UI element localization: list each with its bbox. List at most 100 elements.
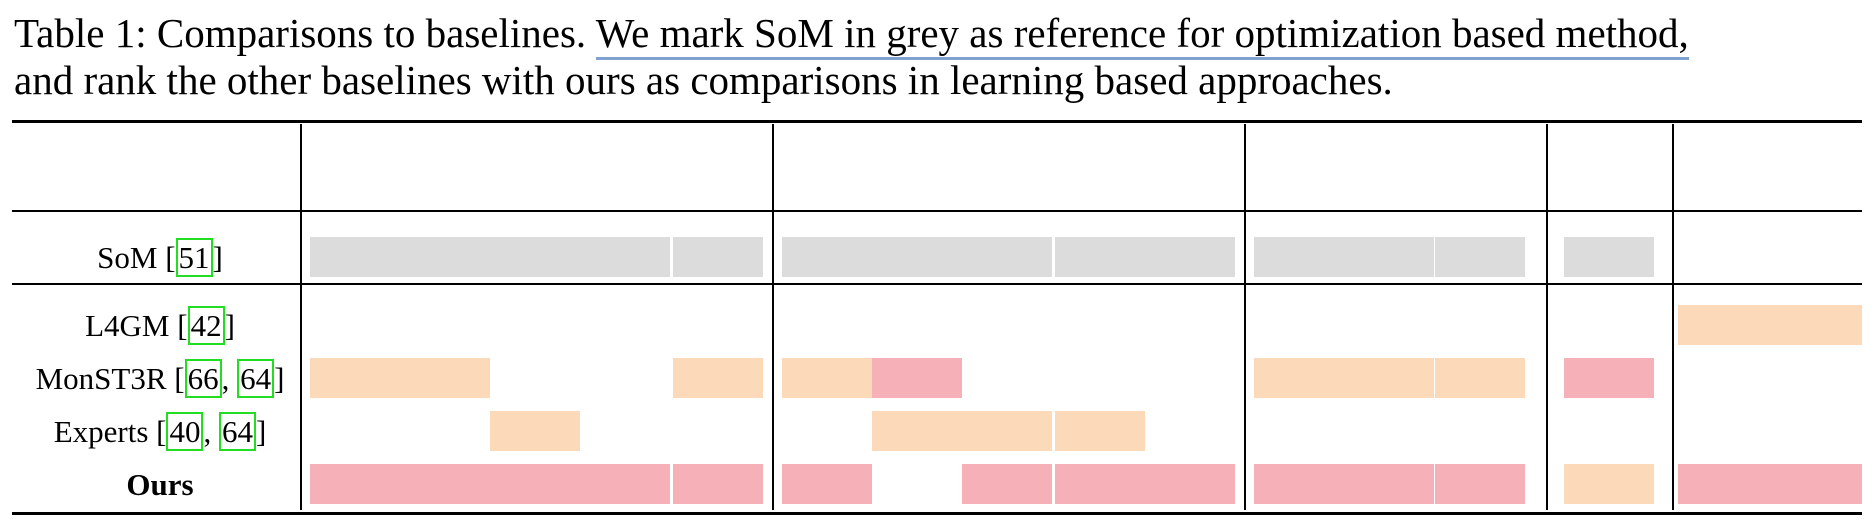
lpips-std: [872, 283, 962, 303]
top-rule: [12, 120, 1862, 123]
rmse-std: [1435, 389, 1525, 409]
method-name: MonST3R [66, 64]: [35, 359, 285, 398]
method-label: Experts: [53, 414, 149, 449]
method-label: MonST3R: [35, 361, 167, 396]
method-label: L4GM: [85, 308, 170, 343]
caption-line-1: Table 1: Comparisons to baselines. We ma…: [14, 10, 1869, 60]
column-separator: [300, 124, 302, 210]
psnr-std: [400, 389, 490, 409]
rmse-std: [1344, 442, 1434, 462]
group-rule: [12, 283, 1862, 285]
psnr-value: [400, 237, 490, 277]
lpips-value: [1145, 358, 1235, 398]
header-rule: [12, 210, 1862, 212]
psnr-std: [310, 442, 400, 462]
rmse-std: [1254, 442, 1344, 462]
lpips-std: [782, 442, 872, 462]
lpips-std: [962, 442, 1052, 462]
column-separator: [772, 212, 774, 283]
method-label: SoM: [97, 240, 158, 275]
psnr-value: [400, 464, 490, 504]
rmse-std: [1344, 283, 1434, 303]
psnr-std: [580, 389, 670, 409]
rmse-std: [1435, 283, 1525, 303]
psnr-std: [490, 283, 580, 303]
column-separator: [1244, 285, 1246, 510]
deg-value: [1564, 464, 1654, 504]
column-separator: [1244, 212, 1246, 283]
lpips-value: [962, 411, 1052, 451]
citation-link[interactable]: 66: [184, 359, 222, 398]
lpips-std: [782, 336, 872, 356]
lpips-value: [962, 237, 1052, 277]
lpips-std: [1055, 215, 1145, 235]
recon-time: [1678, 237, 1862, 277]
psnr-value: [490, 411, 580, 451]
rmse-std: [1254, 215, 1344, 235]
rmse-value: [1254, 237, 1344, 277]
recon-time: [1678, 305, 1862, 345]
psnr-value: [580, 237, 670, 277]
deg-std: [1564, 336, 1654, 356]
lpips-value: [962, 464, 1052, 504]
column-separator: [1546, 212, 1548, 283]
psnr-std: [310, 283, 400, 303]
lpips-value: [872, 237, 962, 277]
lpips-std: [782, 389, 872, 409]
column-separator: [1546, 285, 1548, 510]
rmse-std: [1344, 389, 1434, 409]
rmse-value: [1344, 464, 1434, 504]
psnr-std: [310, 215, 400, 235]
recon-time: [1678, 411, 1862, 451]
rmse-value: [1435, 464, 1525, 504]
rmse-value: [1435, 358, 1525, 398]
table-caption: Table 1: Comparisons to baselines. We ma…: [14, 10, 1869, 104]
lpips-value: [1145, 411, 1235, 451]
lpips-std: [782, 283, 872, 303]
caption-highlight: We mark SoM in grey as reference for opt…: [595, 10, 1689, 60]
column-separator: [300, 285, 302, 510]
psnr-value: [673, 305, 763, 345]
psnr-value: [673, 464, 763, 504]
psnr-std: [310, 336, 400, 356]
recon-time: [1678, 464, 1862, 504]
column-separator: [1672, 212, 1674, 283]
psnr-std: [580, 215, 670, 235]
citation-link[interactable]: 42: [187, 306, 225, 345]
citation-link[interactable]: 64: [237, 359, 275, 398]
deg-value: [1564, 358, 1654, 398]
citation-link[interactable]: 40: [166, 412, 204, 451]
rmse-std: [1254, 336, 1344, 356]
lpips-value: [1055, 237, 1145, 277]
method-name: SoM [51]: [97, 238, 223, 277]
lpips-std: [782, 215, 872, 235]
recon-time: [1678, 358, 1862, 398]
psnr-value: [310, 464, 400, 504]
psnr-std: [400, 336, 490, 356]
column-separator: [1546, 124, 1548, 210]
rmse-std: [1254, 283, 1344, 303]
column-separator: [1244, 124, 1246, 210]
lpips-value: [782, 464, 872, 504]
rmse-std: [1344, 215, 1434, 235]
lpips-value: [1145, 305, 1235, 345]
psnr-value: [310, 358, 400, 398]
psnr-std: [400, 283, 490, 303]
lpips-std: [1055, 442, 1145, 462]
psnr-value: [490, 464, 580, 504]
lpips-value: [1145, 464, 1235, 504]
lpips-std: [872, 442, 962, 462]
deg-std: [1564, 215, 1654, 235]
rmse-value: [1435, 237, 1525, 277]
method-label: Ours: [126, 467, 194, 502]
lpips-value: [1145, 237, 1235, 277]
psnr-std: [490, 389, 580, 409]
psnr-value: [580, 464, 670, 504]
rmse-value: [1254, 464, 1344, 504]
lpips-value: [1055, 411, 1145, 451]
citation-link[interactable]: 64: [218, 412, 256, 451]
citation-link[interactable]: 51: [175, 238, 213, 277]
psnr-value: [673, 237, 763, 277]
lpips-value: [872, 464, 962, 504]
rmse-value: [1254, 358, 1344, 398]
